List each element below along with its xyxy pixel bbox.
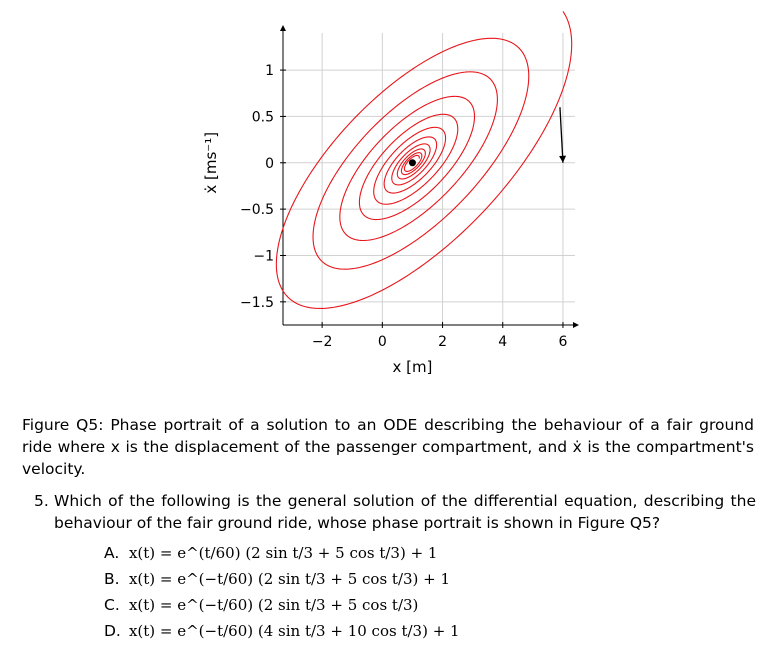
direction-arrow-head	[559, 155, 567, 163]
option-formula: x(t) = e^(t/60) (2 sin t/3 + 5 cos t/3) …	[128, 544, 438, 562]
option-formula: x(t) = e^(−t/60) (2 sin t/3 + 5 cos t/3)	[128, 596, 419, 614]
option-a[interactable]: A. x(t) = e^(t/60) (2 sin t/3 + 5 cos t/…	[104, 540, 756, 566]
x-tick-label: −2	[312, 334, 333, 350]
option-letter: C.	[104, 596, 120, 614]
figure-caption: Figure Q5: Phase portrait of a solution …	[22, 416, 754, 478]
question-text: Which of the following is the general so…	[54, 492, 756, 532]
x-tick-label: 6	[558, 334, 567, 350]
axis-layer	[280, 25, 579, 328]
x-axis-arrowhead	[573, 322, 579, 328]
phase-portrait-figure: −2 0 2 4 6 1 0.5 0 −0.5 −1 −1.5 x [m] ẋ [ms⁻¹]	[202, 11, 579, 376]
question-line: 5. Which of the following is the general…	[34, 490, 756, 534]
question-number: 5.	[34, 492, 49, 510]
option-c[interactable]: C. x(t) = e^(−t/60) (2 sin t/3 + 5 cos t…	[104, 592, 756, 618]
x-tick-label: 0	[378, 334, 387, 350]
grid-layer	[283, 33, 575, 325]
y-axis-label: ẋ [ms⁻¹]	[202, 132, 220, 194]
y-tick-label: 1	[265, 63, 274, 79]
y-tick-label: −1.5	[240, 295, 274, 311]
plot-layer	[275, 11, 573, 309]
y-axis-arrowhead	[280, 25, 286, 31]
x-tick-label: 2	[438, 334, 447, 350]
x-tick-label: 4	[498, 334, 507, 350]
phase-portrait-chart: −2 0 2 4 6 1 0.5 0 −0.5 −1 −1.5 x [m] ẋ [ms⁻¹]	[202, 11, 579, 376]
option-d[interactable]: D. x(t) = e^(−t/60) (4 sin t/3 + 10 cos …	[104, 618, 756, 644]
option-letter: D.	[104, 622, 121, 640]
option-formula: x(t) = e^(−t/60) (2 sin t/3 + 5 cos t/3)…	[128, 570, 451, 588]
option-letter: A.	[104, 544, 120, 562]
option-formula: x(t) = e^(−t/60) (4 sin t/3 + 10 cos t/3…	[128, 622, 460, 640]
y-tick-label: −0.5	[240, 202, 274, 218]
equilibrium-point	[408, 159, 416, 167]
question-block: 5. Which of the following is the general…	[34, 490, 756, 644]
option-b[interactable]: B. x(t) = e^(−t/60) (2 sin t/3 + 5 cos t…	[104, 566, 756, 592]
y-tick-label: −1	[253, 248, 274, 264]
y-tick-label: 0.5	[252, 109, 274, 125]
y-tick-label: 0	[265, 156, 274, 172]
answer-options: A. x(t) = e^(t/60) (2 sin t/3 + 5 cos t/…	[104, 540, 756, 644]
label-layer: −2 0 2 4 6 1 0.5 0 −0.5 −1 −1.5 x [m] ẋ [ms⁻¹]	[202, 63, 567, 376]
x-axis-label: x [m]	[392, 358, 432, 376]
spiral-trajectory	[275, 11, 573, 309]
direction-arrow-shaft	[559, 107, 564, 163]
option-letter: B.	[104, 570, 120, 588]
